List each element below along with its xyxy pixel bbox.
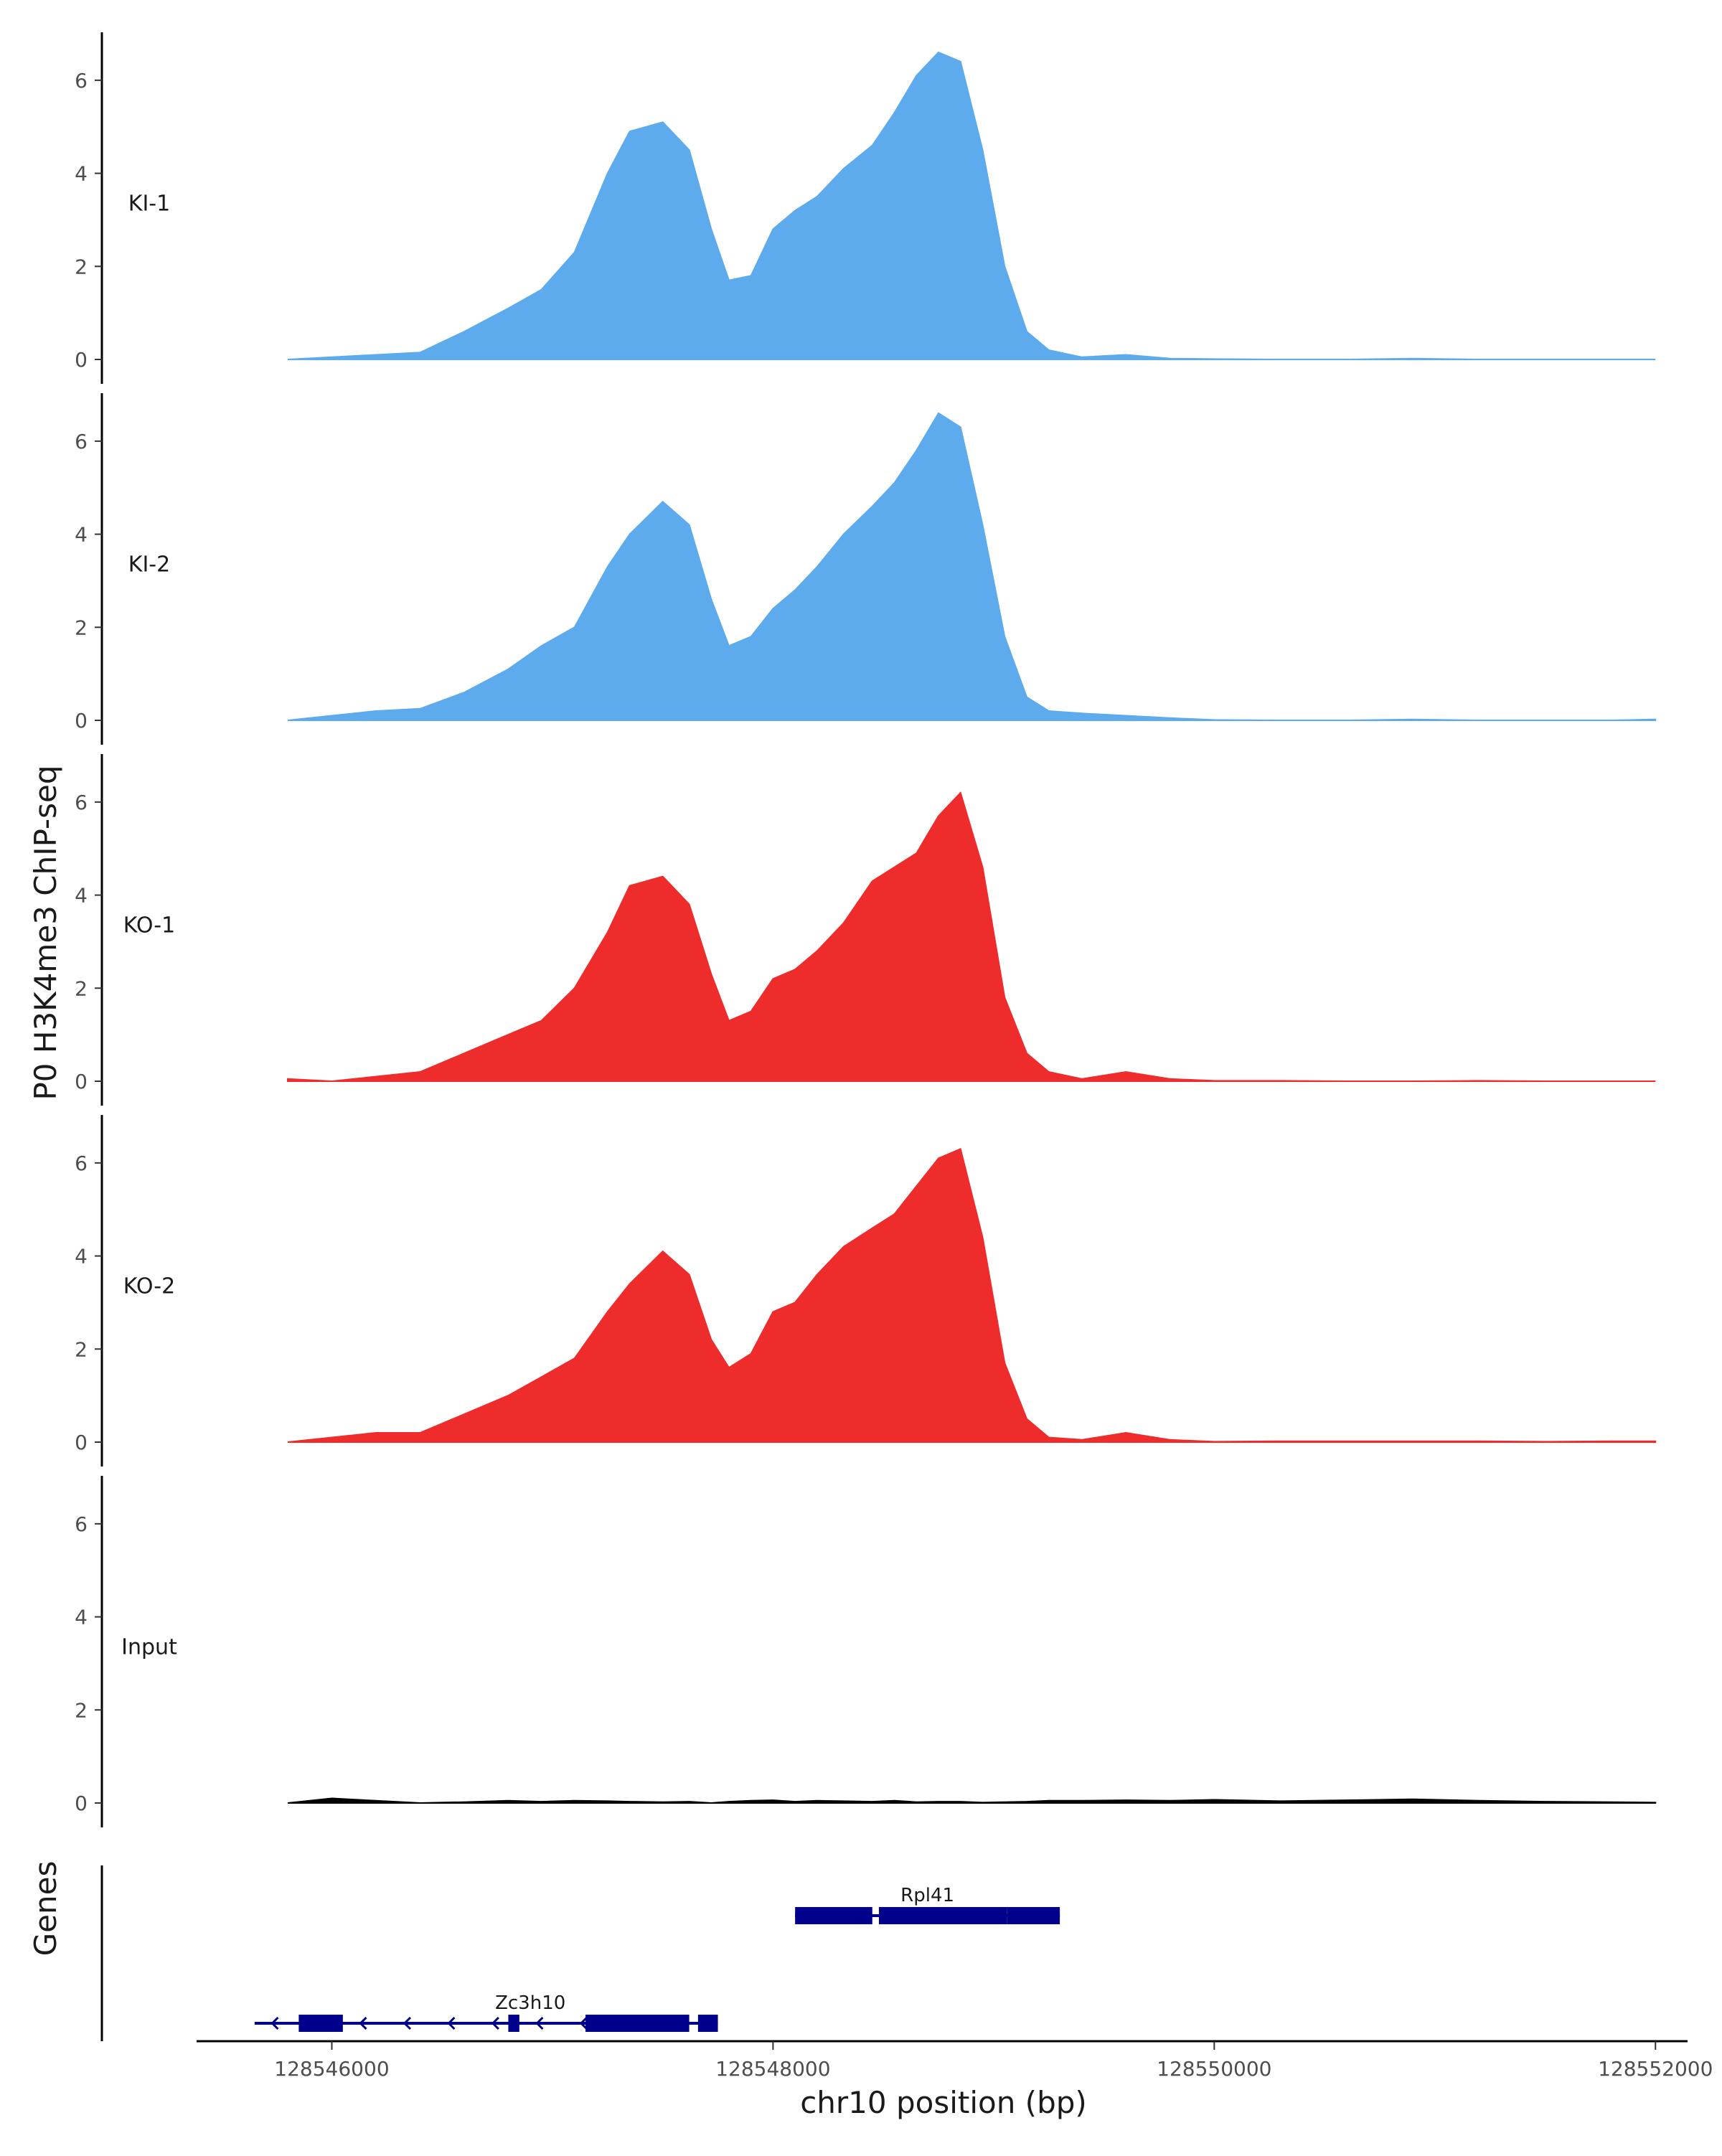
y-axis-title: P0 H3K4me3 ChIP-seq: [28, 765, 63, 1100]
track-label: KI-1: [128, 191, 170, 216]
y-tick-label: 4: [75, 162, 88, 186]
y-tick-label: 2: [75, 976, 88, 1000]
y-tick-label: 0: [75, 709, 88, 733]
y-tick-label: 4: [75, 1606, 88, 1629]
x-tick-label: 128552000: [1598, 2057, 1713, 2081]
track-label: Input: [121, 1634, 177, 1660]
y-tick-label: 6: [75, 1152, 88, 1175]
y-tick-label: 6: [75, 430, 88, 453]
y-tick-label: 4: [75, 1245, 88, 1268]
tracks: 0 2 4 6 KI-1 0 2 4 6 KI-2 0 2 4 6 KO-1 0 2 4 6 KO-2 0 2 4 6 Inpu…: [75, 32, 1657, 1827]
gene-exon: [1007, 1907, 1060, 1924]
track-label: KI-2: [128, 552, 170, 577]
area-input: [287, 1797, 1657, 1804]
gene-label: Rpl41: [900, 1885, 954, 1906]
track-ki-1: 0 2 4 6 KI-1: [75, 32, 1656, 384]
strand-arrow: [535, 2016, 544, 2030]
y-tick-label: 6: [75, 791, 88, 814]
y-tick-label: 4: [75, 884, 88, 908]
strand-arrow: [447, 2016, 456, 2030]
gene-rpl41: Rpl41: [795, 1885, 1060, 1924]
track-ko-1: 0 2 4 6 KO-1: [75, 754, 1656, 1106]
y-tick-label: 2: [75, 1337, 88, 1361]
y-tick-label: 6: [75, 1512, 88, 1536]
strand-arrow: [491, 2016, 499, 2030]
gene-label: Zc3h10: [495, 1992, 565, 2014]
strand-arrow: [270, 2016, 279, 2030]
strand-arrow: [579, 2016, 588, 2030]
y-tick-label: 0: [75, 348, 88, 372]
y-tick-label: 0: [75, 1792, 88, 1815]
track-ki-2: 0 2 4 6 KI-2: [75, 393, 1657, 745]
x-tick-label: 128550000: [1157, 2057, 1271, 2081]
genes-axis-title: Genes: [28, 1861, 63, 1957]
strand-arrow: [359, 2016, 367, 2030]
y-tick-label: 2: [75, 616, 88, 639]
gene-exon: [697, 2015, 718, 2032]
gene-zc3h10: Zc3h10: [254, 1992, 718, 2032]
track-input: 0 2 4 6 Input: [75, 1476, 1657, 1827]
y-tick-label: 4: [75, 523, 88, 547]
gene-exon: [795, 1907, 872, 1924]
y-tick-label: 0: [75, 1431, 88, 1454]
gene-exon: [878, 1907, 1007, 1924]
strand-arrow: [624, 2016, 632, 2030]
area-ki-2: [287, 412, 1657, 721]
x-axis-title: chr10 position (bp): [800, 2085, 1087, 2120]
gene-exon: [585, 2015, 690, 2032]
area-ki-1: [287, 51, 1656, 360]
strand-arrow: [314, 2016, 324, 2030]
track-label: KO-1: [123, 913, 175, 938]
x-tick-label: 128548000: [715, 2057, 830, 2081]
track-label: KO-2: [123, 1274, 175, 1299]
y-tick-label: 2: [75, 255, 88, 278]
x-tick-label: 128546000: [274, 2057, 389, 2081]
track-ko-2: 0 2 4 6 KO-2: [75, 1115, 1657, 1467]
y-tick-label: 0: [75, 1070, 88, 1093]
genes-panel: 128546000 128548000 128550000 128552000 Rpl4…: [100, 1865, 1713, 2081]
strand-arrow: [403, 2016, 412, 2030]
area-ko-1: [286, 791, 1656, 1083]
gene-exon: [508, 2015, 519, 2032]
y-tick-label: 2: [75, 1698, 88, 1722]
area-ko-2: [287, 1148, 1657, 1443]
gene-exon: [298, 2015, 343, 2032]
y-tick-label: 6: [75, 69, 88, 93]
strand-arrow: [667, 2016, 676, 2030]
